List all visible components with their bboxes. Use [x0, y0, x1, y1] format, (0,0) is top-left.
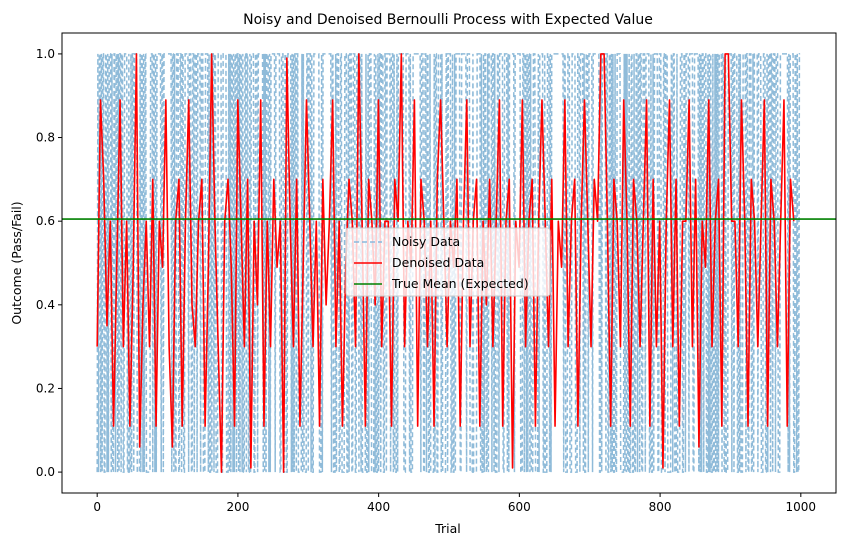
y-tick-label: 0.0 — [36, 465, 55, 479]
y-axis-label: Outcome (Pass/Fail) — [9, 201, 24, 324]
x-tick-label: 800 — [649, 500, 672, 514]
x-axis: 0 200 400 600 800 1000 — [93, 493, 816, 514]
y-tick-label: 0.4 — [36, 298, 55, 312]
y-tick-label: 0.8 — [36, 131, 55, 145]
y-tick-label: 1.0 — [36, 47, 55, 61]
x-tick-label: 1000 — [786, 500, 817, 514]
y-tick-label: 0.6 — [36, 214, 55, 228]
legend-label-mean: True Mean (Expected) — [391, 276, 529, 291]
x-axis-label: Trial — [434, 521, 461, 536]
x-tick-label: 400 — [367, 500, 390, 514]
chart-title: Noisy and Denoised Bernoulli Process wit… — [243, 12, 653, 28]
plot-frame — [61, 32, 837, 494]
legend-label-denoised: Denoised Data — [392, 255, 484, 270]
y-axis: 0.0 0.2 0.4 0.6 0.8 1.0 — [36, 47, 62, 479]
y-tick-label: 0.2 — [36, 381, 55, 395]
legend-label-noisy: Noisy Data — [392, 234, 460, 249]
x-tick-label: 0 — [93, 500, 101, 514]
x-tick-label: 600 — [508, 500, 531, 514]
noisy-data-series — [96, 53, 801, 473]
legend: Noisy Data Denoised Data True Mean (Expe… — [345, 227, 551, 297]
legend-box — [345, 227, 551, 297]
noisy-data-line — [96, 53, 801, 473]
x-tick-label: 200 — [226, 500, 249, 514]
